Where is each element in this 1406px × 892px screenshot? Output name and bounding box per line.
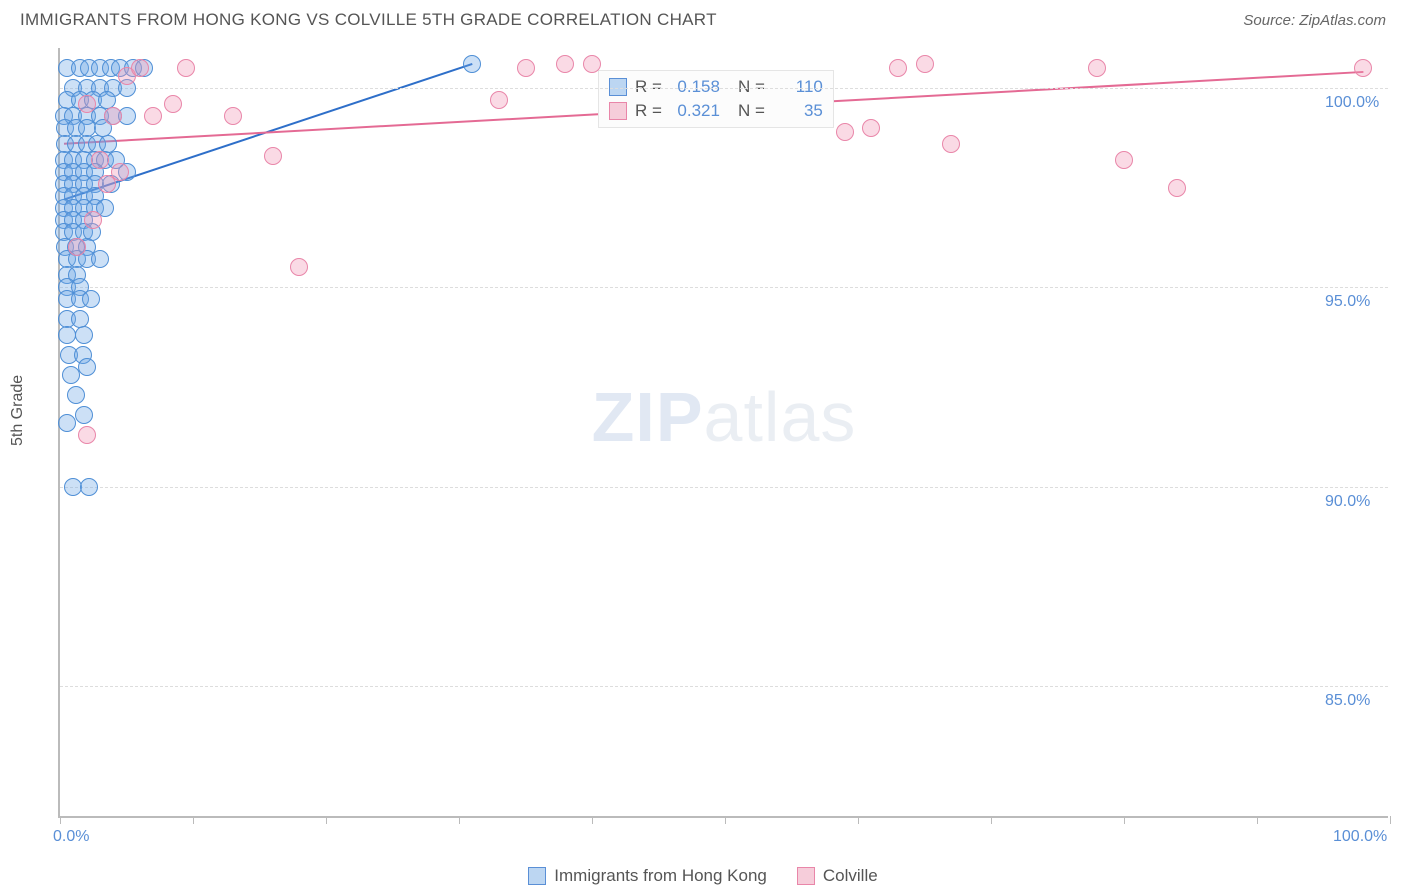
gridline-h [60, 88, 1388, 89]
data-point-colville [290, 258, 308, 276]
data-point-colville [916, 55, 934, 73]
legend-item-colville: Colville [797, 866, 878, 886]
data-point-colville [78, 426, 96, 444]
x-tick [592, 816, 593, 824]
data-point-colville [91, 151, 109, 169]
gridline-h [60, 287, 1388, 288]
stats-legend: R =0.158N =110R =0.321N =35 [598, 70, 834, 128]
data-point-hk [75, 406, 93, 424]
n-label: N = [738, 101, 765, 121]
legend-swatch-hk [528, 867, 546, 885]
data-point-colville [1168, 179, 1186, 197]
x-tick [1390, 816, 1391, 824]
data-point-colville [517, 59, 535, 77]
x-tick [459, 816, 460, 824]
data-point-colville [104, 107, 122, 125]
x-tick [60, 816, 61, 824]
x-tick [991, 816, 992, 824]
x-tick [858, 816, 859, 824]
data-point-colville [1115, 151, 1133, 169]
y-axis-title: 5th Grade [9, 375, 27, 446]
data-point-colville [264, 147, 282, 165]
data-point-colville [889, 59, 907, 77]
data-point-colville [131, 59, 149, 77]
data-point-hk [58, 326, 76, 344]
watermark-atlas: atlas [704, 378, 857, 456]
data-point-colville [177, 59, 195, 77]
data-point-colville [1354, 59, 1372, 77]
data-point-colville [836, 123, 854, 141]
stats-swatch-colville [609, 102, 627, 120]
data-point-colville [111, 163, 129, 181]
x-tick [193, 816, 194, 824]
r-value-colville: 0.321 [670, 101, 720, 121]
legend-swatch-colville [797, 867, 815, 885]
watermark-zip: ZIP [592, 378, 704, 456]
data-point-colville [862, 119, 880, 137]
data-point-colville [84, 211, 102, 229]
data-point-hk [91, 250, 109, 268]
source-name: ZipAtlas.com [1299, 12, 1386, 29]
data-point-hk [75, 326, 93, 344]
legend-label-colville: Colville [823, 866, 878, 886]
y-tick-label: 95.0% [1325, 293, 1370, 311]
scatter-chart: ZIPatlas R =0.158N =110R =0.321N =35 85.… [58, 48, 1388, 818]
stats-row-colville: R = 0.321 N = 35 [609, 99, 823, 123]
y-tick-label: 100.0% [1325, 94, 1379, 112]
data-point-hk [58, 414, 76, 432]
data-point-colville [68, 238, 86, 256]
y-tick-label: 90.0% [1325, 493, 1370, 511]
x-tick [725, 816, 726, 824]
trend-lines [60, 48, 1390, 818]
data-point-colville [490, 91, 508, 109]
data-point-colville [78, 95, 96, 113]
data-point-colville [583, 55, 601, 73]
gridline-h [60, 487, 1388, 488]
x-tick-label: 0.0% [53, 828, 89, 846]
chart-title: IMMIGRANTS FROM HONG KONG VS COLVILLE 5T… [20, 10, 717, 30]
r-label: R = [635, 101, 662, 121]
data-point-colville [164, 95, 182, 113]
y-tick-label: 85.0% [1325, 692, 1370, 710]
data-point-colville [144, 107, 162, 125]
x-tick [1257, 816, 1258, 824]
watermark: ZIPatlas [592, 377, 857, 457]
data-point-colville [556, 55, 574, 73]
data-point-hk [80, 478, 98, 496]
source-prefix: Source: [1243, 12, 1299, 29]
n-value-colville: 35 [773, 101, 823, 121]
data-point-colville [1088, 59, 1106, 77]
legend-item-hk: Immigrants from Hong Kong [528, 866, 767, 886]
source-attribution: Source: ZipAtlas.com [1243, 12, 1386, 29]
data-point-hk [82, 290, 100, 308]
series-legend: Immigrants from Hong Kong Colville [0, 866, 1406, 886]
x-tick [326, 816, 327, 824]
data-point-colville [224, 107, 242, 125]
gridline-h [60, 686, 1388, 687]
legend-label-hk: Immigrants from Hong Kong [554, 866, 767, 886]
data-point-hk [67, 386, 85, 404]
x-tick [1124, 816, 1125, 824]
data-point-hk [78, 358, 96, 376]
data-point-hk [463, 55, 481, 73]
x-tick-label: 100.0% [1333, 828, 1387, 846]
data-point-colville [942, 135, 960, 153]
